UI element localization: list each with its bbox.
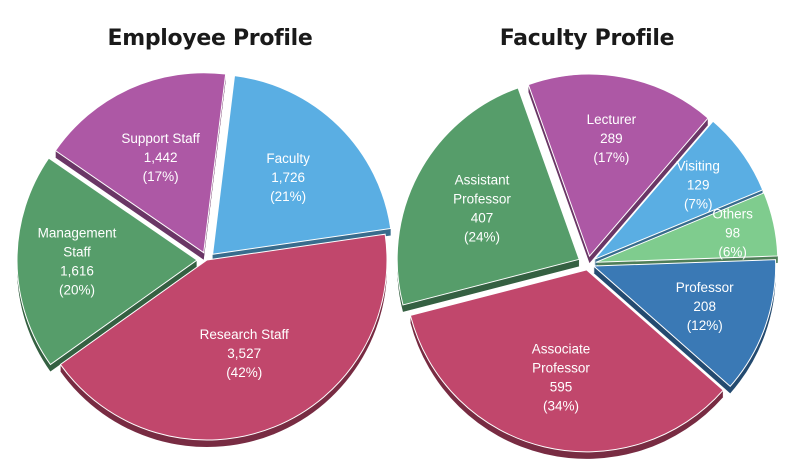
faculty-slice-2 [396, 87, 580, 306]
faculty-slice-5-label: Others 98 (6%) [712, 207, 753, 260]
employee-slice-2-label: Management Staff 1,616 (20%) [38, 226, 117, 298]
faculty-slice-3-label: Lecturer 289 (17%) [587, 112, 637, 165]
employee-slice-2 [16, 157, 198, 366]
faculty-slice-0 [592, 259, 777, 388]
faculty-slice-5 [595, 192, 779, 263]
faculty-slice-2-label: Assistant Professor 407 (24%) [453, 172, 511, 244]
faculty-slice-3 [527, 73, 709, 258]
employee-slice-3-label: Support Staff 1,442 (17%) [121, 131, 200, 184]
employee-slice-1-label: Research Staff 3,527 (42%) [200, 327, 289, 380]
employee-slice-1 [59, 233, 388, 441]
faculty-slice-4-label: Visiting 129 (7%) [677, 158, 720, 211]
employee-slice-3 [54, 72, 227, 254]
faculty-slice-4 [594, 120, 764, 260]
faculty-profile-title: Faculty Profile [499, 26, 675, 51]
faculty-slice-0-label: Professor 208 (12%) [676, 280, 734, 333]
employee-profile-title: Employee Profile [107, 26, 313, 51]
faculty-slice-1-label: Associate Professor 595 (34%) [532, 341, 591, 413]
employee-slice-0 [212, 75, 392, 255]
employee-slice-0-label: Faculty 1,726 (21%) [266, 151, 310, 204]
faculty-slice-1 [409, 269, 724, 453]
